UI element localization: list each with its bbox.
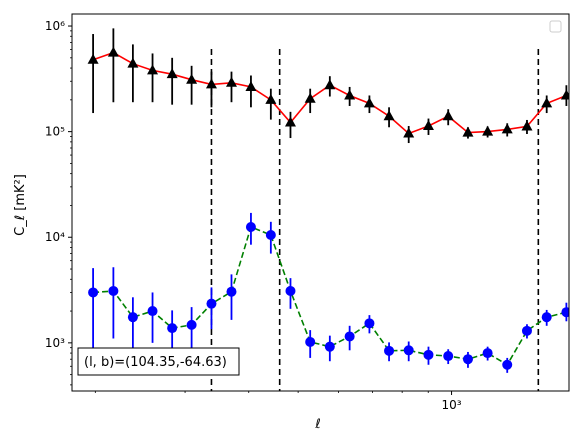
series-1-point — [403, 345, 414, 356]
series-0-point — [324, 79, 336, 90]
series-0-point — [422, 120, 434, 131]
series-1-point — [324, 341, 335, 352]
series-1-point — [147, 306, 158, 317]
series-1-point — [344, 331, 355, 342]
series-1-point — [482, 348, 493, 359]
series-1-point — [423, 349, 434, 360]
plot-area — [72, 14, 569, 391]
y-axis-label: C_ℓ [mK²] — [13, 174, 28, 236]
series-1-point — [541, 312, 552, 323]
series-1-point — [364, 318, 375, 329]
series-0-point — [225, 76, 237, 87]
series-0-point — [304, 92, 316, 103]
series-0-point — [541, 97, 553, 108]
series-0-point — [501, 123, 513, 134]
series-1-point — [521, 325, 532, 336]
series-0-point — [344, 89, 356, 100]
series-1-point — [167, 323, 178, 334]
y-tick-label: 10⁴ — [45, 230, 65, 244]
series-0-point — [442, 110, 454, 121]
series-0-point — [284, 116, 296, 127]
series-0-point — [560, 89, 569, 100]
series-0-point — [462, 126, 474, 137]
series-0-point — [265, 93, 277, 104]
series-0-point — [363, 97, 375, 108]
series-0-point — [87, 53, 99, 64]
y-tick-label: 10⁵ — [45, 125, 65, 139]
x-tick-label: 10³ — [442, 398, 462, 412]
series-1-point — [561, 307, 569, 318]
vertical-markers — [210, 49, 540, 391]
series-1-point — [462, 354, 473, 365]
x-axis-label: ℓ — [314, 417, 320, 432]
series-1-point — [265, 230, 276, 241]
y-tick-label: 10⁶ — [45, 19, 65, 33]
annotation-box: (l, b)=(104.35,-64.63) — [77, 347, 240, 376]
series-1-point — [206, 298, 217, 309]
y-tick-label: 10³ — [45, 336, 65, 350]
series-0-point — [482, 125, 494, 136]
series-0-point — [245, 80, 257, 91]
series-1-point — [127, 312, 138, 323]
series-0-point — [166, 68, 178, 79]
series-0-point — [383, 110, 395, 121]
series-1-point — [502, 359, 513, 370]
legend-box — [549, 20, 562, 33]
series-0-point — [205, 78, 217, 89]
series-1-point — [384, 345, 395, 356]
series-1-point — [285, 285, 296, 296]
series-1-point — [226, 286, 237, 297]
series-1-point — [108, 285, 119, 296]
series-0-point — [147, 64, 159, 75]
series-0-point — [127, 57, 139, 68]
annotation-text: (l, b)=(104.35,-64.63) — [84, 355, 227, 370]
series-1-point — [186, 319, 197, 330]
series-0-point — [186, 73, 198, 84]
series-1-point — [443, 351, 454, 362]
series-0-point — [107, 46, 119, 57]
series-1-point — [88, 287, 99, 298]
series-1-point — [245, 222, 256, 233]
series-1-point — [305, 336, 316, 347]
series-0-point — [403, 127, 415, 138]
plot-frame — [71, 13, 570, 392]
series-0-point — [521, 120, 533, 131]
series-layer — [87, 28, 569, 373]
